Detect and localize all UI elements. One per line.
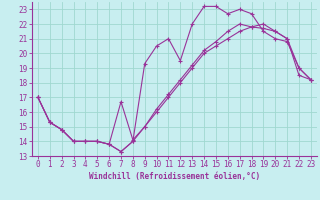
X-axis label: Windchill (Refroidissement éolien,°C): Windchill (Refroidissement éolien,°C) — [89, 172, 260, 181]
